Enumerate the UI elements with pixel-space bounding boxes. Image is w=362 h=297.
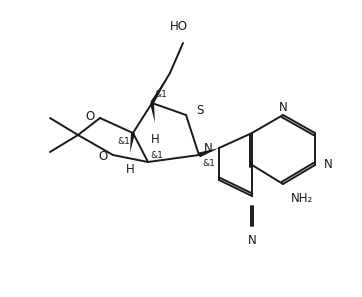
Text: N: N xyxy=(324,159,333,171)
Text: &1: &1 xyxy=(202,159,215,168)
Text: H: H xyxy=(151,133,159,146)
Polygon shape xyxy=(150,103,155,123)
Text: O: O xyxy=(86,110,95,122)
Text: &1: &1 xyxy=(117,137,130,146)
Polygon shape xyxy=(130,133,135,153)
Text: NH₂: NH₂ xyxy=(291,192,313,206)
Text: &1: &1 xyxy=(154,90,167,99)
Text: O: O xyxy=(99,151,108,164)
Text: &1: &1 xyxy=(150,151,163,160)
Polygon shape xyxy=(150,73,170,104)
Text: N: N xyxy=(204,141,213,154)
Text: N: N xyxy=(248,234,256,247)
Text: HO: HO xyxy=(170,20,188,33)
Text: S: S xyxy=(196,105,203,118)
Polygon shape xyxy=(198,148,219,157)
Text: H: H xyxy=(126,163,134,176)
Text: N: N xyxy=(279,101,287,114)
